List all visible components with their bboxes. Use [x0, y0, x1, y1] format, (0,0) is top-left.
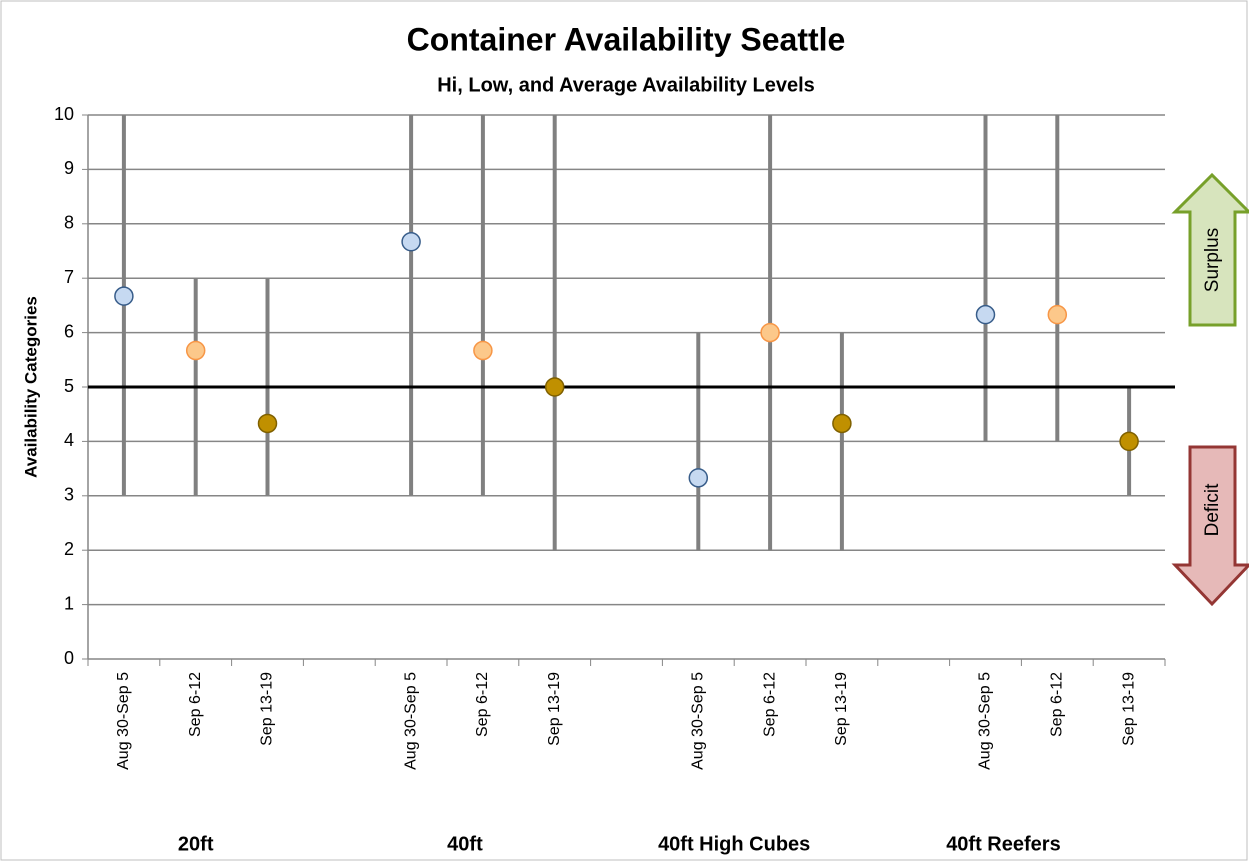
average-marker [1119, 431, 1139, 452]
average-marker [760, 322, 780, 343]
y-tick-label: 9 [64, 158, 74, 178]
surplus-label: Surplus [1202, 228, 1223, 292]
y-tick-label: 8 [64, 213, 74, 233]
y-tick-label: 4 [64, 430, 74, 450]
group-label: 40ft High Cubes [658, 833, 810, 855]
group-label: 40ft Reefers [946, 833, 1061, 855]
y-tick-label: 1 [64, 593, 74, 613]
x-tick-label: Aug 30-Sep 5 [690, 672, 707, 770]
average-marker [1047, 304, 1068, 325]
average-marker [473, 340, 493, 361]
surplus-arrow [1171, 172, 1249, 327]
deficit-arrow [1171, 445, 1249, 607]
y-tick-label: 0 [64, 648, 74, 668]
x-tick-label: Sep 13-19 [1120, 672, 1137, 746]
chart-title: Container Availability Seattle [407, 21, 846, 57]
average-marker [114, 286, 134, 306]
average-marker [832, 413, 852, 434]
average-marker [688, 468, 709, 488]
group-label: 40ft [447, 833, 483, 855]
average-marker [401, 232, 421, 252]
y-axis-label: Availability Categories [21, 296, 40, 478]
y-tick-label: 6 [64, 321, 74, 341]
chart-subtitle: Hi, Low, and Average Availability Levels [437, 74, 815, 96]
average-marker [544, 377, 565, 397]
average-marker [185, 340, 206, 361]
y-tick-label: 5 [64, 376, 74, 396]
deficit-label: Deficit [1202, 483, 1223, 537]
x-tick-label: Sep 6-12 [187, 672, 204, 737]
x-tick-label: Sep 6-12 [1049, 672, 1066, 737]
x-tick-label: Aug 30-Sep 5 [977, 672, 994, 770]
x-tick-label: Sep 13-19 [833, 672, 850, 746]
group-label: 20ft [178, 833, 214, 855]
x-tick-label: Sep 13-19 [546, 672, 563, 746]
x-tick-label: Sep 13-19 [259, 672, 276, 746]
y-tick-label: 7 [64, 267, 74, 287]
average-marker [257, 413, 278, 434]
y-tick-label: 10 [54, 104, 74, 124]
x-tick-label: Aug 30-Sep 5 [402, 672, 419, 770]
x-tick-label: Aug 30-Sep 5 [115, 672, 132, 770]
x-tick-label: Sep 6-12 [761, 672, 778, 737]
x-tick-label: Sep 6-12 [474, 672, 491, 737]
average-marker [975, 304, 996, 325]
y-tick-label: 2 [64, 539, 74, 559]
y-tick-label: 3 [64, 485, 74, 505]
